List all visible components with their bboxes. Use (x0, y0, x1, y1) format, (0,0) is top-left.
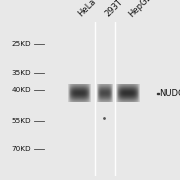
Text: 70KD: 70KD (12, 146, 32, 152)
Text: HeLa: HeLa (76, 0, 98, 19)
Text: 55KD: 55KD (12, 118, 32, 124)
Text: 35KD: 35KD (12, 70, 32, 76)
Text: 40KD: 40KD (12, 87, 32, 93)
Text: 25KD: 25KD (12, 41, 32, 47)
Text: NUDC: NUDC (159, 89, 180, 98)
Text: 293T: 293T (104, 0, 125, 19)
Text: HepG2: HepG2 (127, 0, 154, 19)
